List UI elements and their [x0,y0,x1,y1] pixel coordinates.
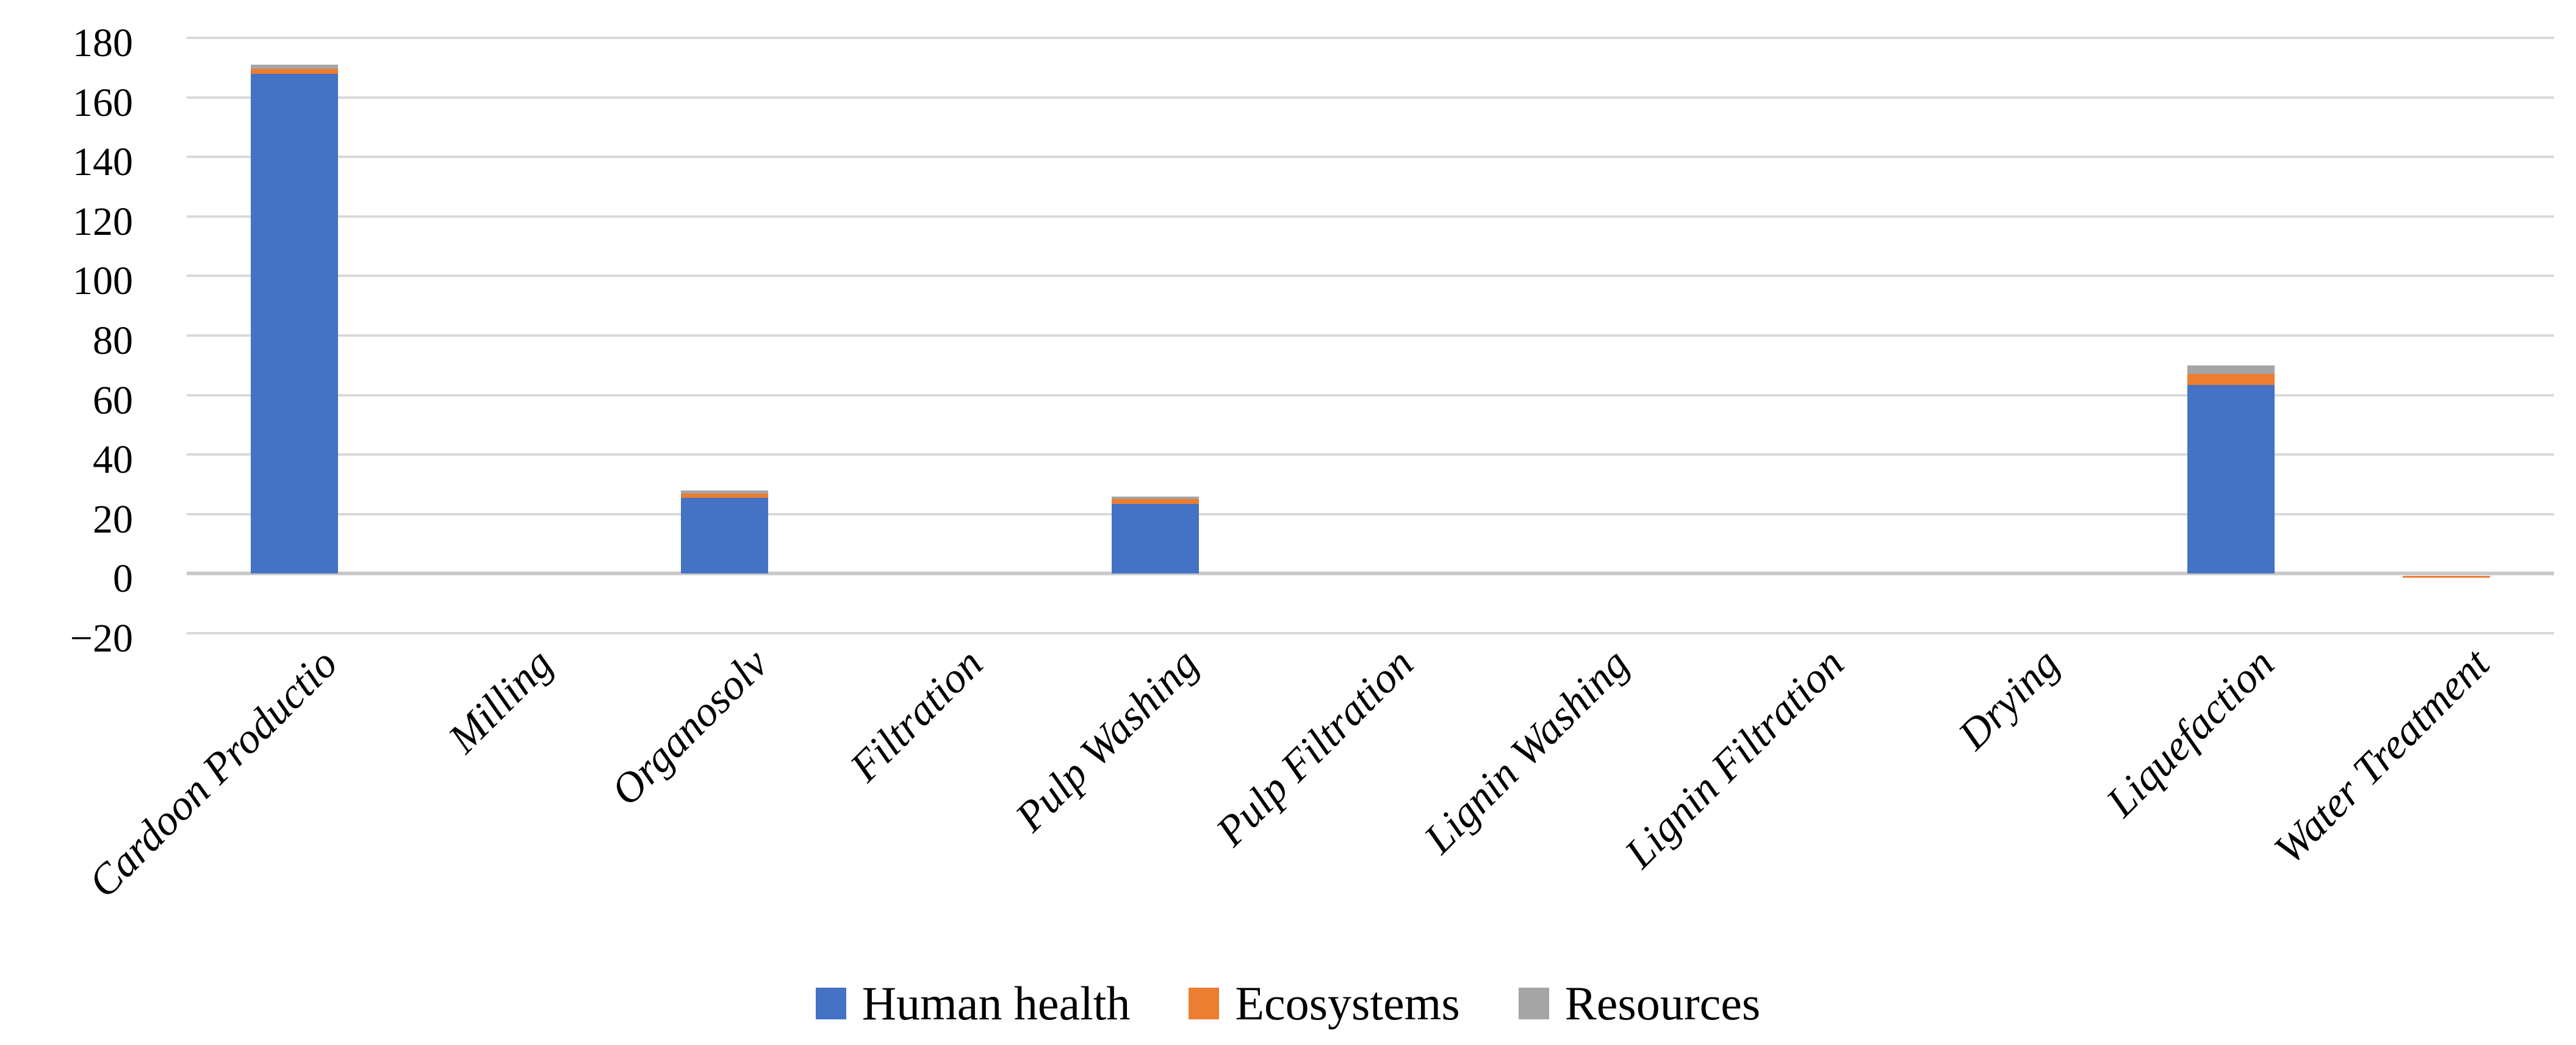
gridline [187,393,2554,397]
legend-label: Ecosystems [1235,977,1460,1030]
bar-segment-resources-5 [1111,496,1199,500]
x-axis-category-label: Lignin Washing [1415,640,1638,863]
legend-label: Resources [1564,977,1761,1030]
legend-item: Ecosystems [1189,977,1460,1030]
bar-segment-resources-1 [250,64,338,70]
x-axis-category-label: Drying [1949,640,2068,759]
bar-segment-human-health-10 [2187,384,2275,574]
y-axis-tick-label: 0 [113,556,133,602]
y-axis-tick-label: 140 [73,140,133,185]
legend-label: Human health [862,977,1131,1030]
x-axis-category-label: Cardoon Productio [79,640,347,907]
x-axis-category-label: Pulp Washing [1006,640,1207,841]
x-axis-category-label: Milling [439,640,562,763]
y-axis-tick-label: 60 [93,378,133,423]
bar-segment-human-health-5 [1111,503,1199,574]
x-axis-category-label: Organosolv [602,640,777,815]
x-axis-category-label: Filtration [841,640,993,791]
y-axis-tick-label: 120 [73,199,133,244]
y-axis-tick-label: 160 [73,80,133,125]
gridline [187,512,2554,515]
bar-segment-ecosystems-10 [2187,374,2275,385]
x-axis-category-label: Lignin Filtration [1616,640,1854,877]
bar-segment-ecosystems-5 [1111,499,1199,504]
gridline [187,632,2554,634]
bar-segment-human-health-3 [681,497,769,574]
bar-segment-resources-3 [681,490,769,494]
x-axis-category-label: Water Treatment [2265,640,2499,874]
gridline [187,37,2554,39]
legend: Human health Ecosystems Resources [0,980,2576,1027]
gridline [187,156,2554,159]
gridline [187,215,2554,218]
gridline [187,96,2554,99]
gridline [187,334,2554,337]
y-axis-tick-label: 180 [73,21,133,65]
legend-swatch [815,988,846,1019]
x-axis-category-label: Liquefaction [2097,640,2284,826]
gridline [187,275,2554,278]
x-axis-category-label: Pulp Filtration [1207,640,1423,855]
bar-segment-resources-10 [2187,365,2275,375]
legend-item: Resources [1518,977,1761,1030]
legend-swatch [1189,988,1220,1019]
y-axis-tick-label: 100 [73,259,133,304]
zero-axis-line [187,572,2554,576]
gridline [187,453,2554,456]
y-axis-tick-label: 40 [93,437,133,483]
y-axis-tick-label: −20 [70,616,133,661]
bar-segment-ecosystems-3 [681,493,769,498]
bar-segment-ecosystems-11 [2403,576,2491,578]
y-axis-tick-label: 20 [93,497,133,542]
bar-segment-ecosystems-1 [250,69,338,74]
legend-swatch [1518,988,1549,1019]
bar-segment-human-health-1 [250,73,338,574]
y-axis-tick-label: 80 [93,318,133,363]
legend-item: Human health [815,977,1131,1030]
